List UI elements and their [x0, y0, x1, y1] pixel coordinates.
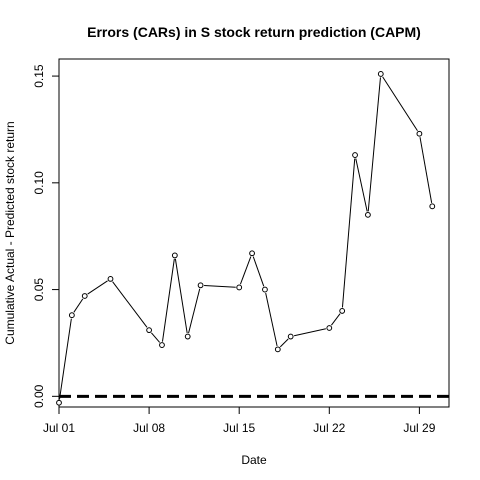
data-point [171, 252, 178, 259]
x-tick-label: Jul 22 [313, 421, 345, 435]
series-segment [331, 313, 341, 326]
data-point [146, 327, 152, 334]
series-segment [188, 288, 201, 334]
data-point [236, 284, 243, 291]
series-segment [73, 298, 84, 313]
x-tick-label: Jul 08 [133, 421, 165, 435]
data-point [429, 203, 436, 210]
series-segment [59, 318, 72, 400]
data-point [365, 211, 371, 218]
y-tick-label: 0.10 [32, 171, 46, 195]
x-tick-label: Jul 01 [43, 421, 75, 435]
data-point [107, 276, 114, 282]
data-point [81, 293, 88, 299]
data-point [339, 308, 346, 314]
data-point [68, 312, 75, 319]
data-point [249, 250, 255, 257]
y-axis-label: Cumulative Actual - Predicted stock retu… [3, 121, 17, 344]
y-axis: 0.00 0.05 0.10 0.15 [32, 64, 60, 408]
series-segment [419, 137, 433, 203]
data-point [197, 282, 204, 289]
series-segment [252, 256, 265, 287]
x-axis-label: Date [241, 453, 267, 467]
x-axis: Jul 01 Jul 08 Jul 15 Jul 22 Jul 29 [43, 406, 436, 435]
series-segment [367, 77, 381, 212]
data-point [352, 152, 358, 158]
y-tick-label: 0.15 [32, 64, 46, 88]
data-point [56, 399, 62, 406]
data-point [159, 342, 165, 348]
series-segment [87, 280, 108, 295]
chart-title: Errors (CARs) in S stock return predicti… [87, 24, 421, 40]
data-point [184, 333, 191, 340]
data-point [262, 286, 268, 293]
x-tick-label: Jul 29 [403, 421, 435, 435]
series-segment [355, 158, 368, 212]
y-tick-label: 0.05 [32, 278, 46, 302]
data-point [416, 130, 423, 137]
series-segment [112, 281, 148, 328]
series-segment [382, 76, 418, 132]
y-tick-label: 0.00 [32, 384, 46, 408]
series-segment [174, 258, 188, 334]
series-segment [293, 328, 326, 337]
x-tick-label: Jul 15 [223, 421, 255, 435]
series-segment [161, 258, 175, 342]
series-segment [151, 332, 161, 343]
data-point [274, 346, 281, 353]
series-segment [204, 285, 236, 288]
series-segment [341, 158, 356, 308]
series-segment [265, 292, 278, 347]
series-layer [56, 71, 436, 406]
data-point [326, 325, 333, 331]
plot-frame [58, 58, 450, 408]
series-segment [239, 256, 252, 285]
data-point [377, 71, 384, 77]
series-segment [279, 338, 289, 348]
data-point [287, 333, 294, 340]
